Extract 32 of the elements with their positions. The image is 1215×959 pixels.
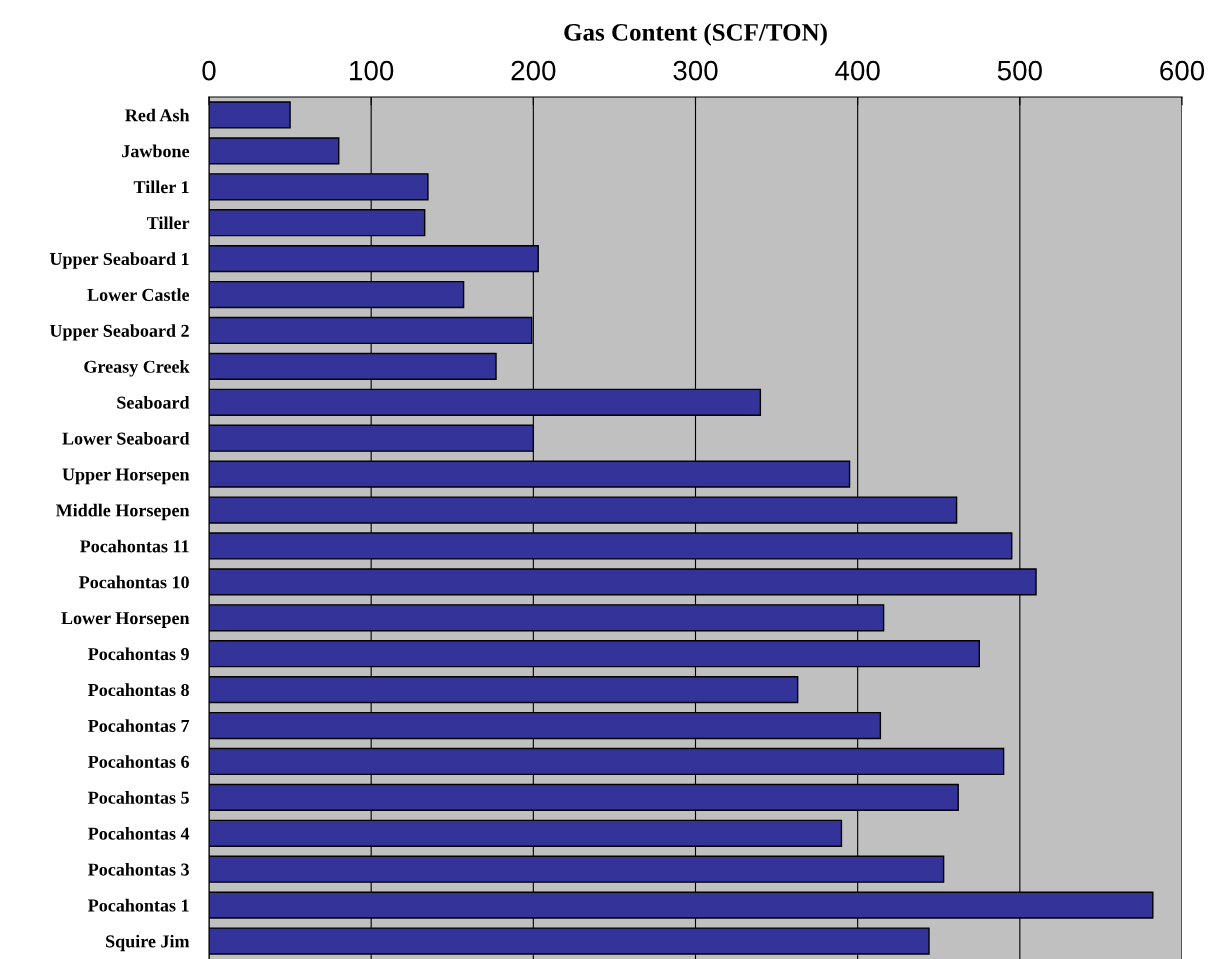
x-tick-label: 200: [511, 60, 556, 81]
y-tick-label: Pocahontas 1: [88, 898, 189, 912]
y-tick-label: Pocahontas 4: [88, 827, 190, 840]
x-axis-title: Gas Content (SCF/TON): [564, 23, 827, 46]
y-tick-label: Squire Jim: [106, 934, 190, 952]
y-tick-label: Upper Horsepen: [62, 468, 190, 485]
x-tick-label: 400: [835, 60, 880, 81]
y-tick-label: Pocahontas 8: [88, 683, 189, 697]
y-tick-label: Pocahontas 3: [88, 862, 189, 876]
y-tick-label: Pocahontas 10: [79, 575, 189, 589]
x-tick-label: 500: [997, 60, 1042, 81]
y-tick-label: Lower Seaboard: [62, 431, 190, 445]
y-tick-label: Jawbone: [122, 144, 190, 158]
y-tick-label: Greasy Creek: [84, 360, 190, 377]
x-tick-label: 100: [350, 60, 394, 81]
y-tick-label: Lower Castle: [87, 288, 190, 301]
x-tick-label: 0: [202, 60, 216, 81]
x-tick-label: 600: [1160, 60, 1205, 81]
y-tick-label: Seaboard: [117, 396, 190, 409]
y-tick-label: Pocahontas 11: [80, 539, 189, 553]
y-tick-label: Red Ash: [125, 108, 190, 122]
y-tick-label: Pocahontas 9: [88, 647, 189, 661]
y-tick-label: Upper Seaboard 2: [49, 324, 189, 341]
y-tick-label: Middle Horsepen: [55, 503, 190, 521]
y-tick-label: Pocahontas 6: [88, 755, 190, 768]
x-tick-label: 300: [673, 60, 718, 81]
y-tick-label: Tiller: [147, 216, 190, 230]
y-tick-label: Lower Horsepen: [61, 612, 190, 628]
y-tick-label: Pocahontas 5: [88, 791, 189, 804]
y-tick-label: Pocahontas 7: [88, 719, 190, 732]
y-tick-label: Upper Seaboard 1: [49, 252, 189, 269]
y-tick-label: Tiller 1: [133, 180, 189, 194]
